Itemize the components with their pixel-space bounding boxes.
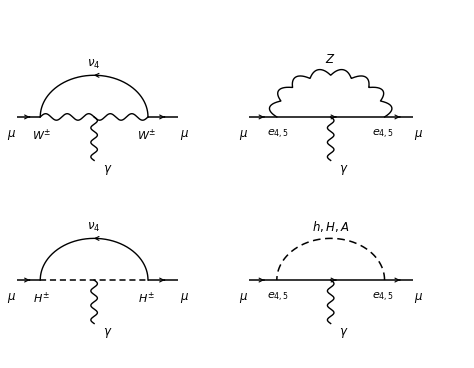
- Text: $e_{4,5}$: $e_{4,5}$: [267, 128, 289, 141]
- Text: $\gamma$: $\gamma$: [339, 326, 348, 340]
- Text: $\mu$: $\mu$: [238, 128, 247, 142]
- Text: $W^{\pm}$: $W^{\pm}$: [32, 128, 51, 143]
- Text: $\mu$: $\mu$: [180, 291, 189, 305]
- Text: $\nu_4$: $\nu_4$: [88, 58, 101, 71]
- Text: $\mu$: $\mu$: [180, 128, 189, 142]
- Text: $\gamma$: $\gamma$: [339, 163, 348, 177]
- Text: $\gamma$: $\gamma$: [102, 326, 112, 340]
- Text: $H^{\pm}$: $H^{\pm}$: [138, 291, 155, 306]
- Text: $h, H, A$: $h, H, A$: [312, 219, 349, 234]
- Text: $e_{4,5}$: $e_{4,5}$: [372, 291, 394, 304]
- Text: $\mu$: $\mu$: [414, 128, 423, 142]
- Text: $\mu$: $\mu$: [7, 291, 16, 305]
- Text: $H^{\pm}$: $H^{\pm}$: [33, 291, 50, 306]
- Text: $e_{4,5}$: $e_{4,5}$: [372, 128, 394, 141]
- Text: $\gamma$: $\gamma$: [102, 163, 112, 177]
- Text: $Z$: $Z$: [326, 53, 336, 66]
- Text: $\mu$: $\mu$: [7, 128, 16, 142]
- Text: $\mu$: $\mu$: [238, 291, 247, 305]
- Text: $\mu$: $\mu$: [414, 291, 423, 305]
- Text: $\nu_4$: $\nu_4$: [88, 221, 101, 234]
- Text: $e_{4,5}$: $e_{4,5}$: [267, 291, 289, 304]
- Text: $W^{\pm}$: $W^{\pm}$: [137, 128, 156, 143]
